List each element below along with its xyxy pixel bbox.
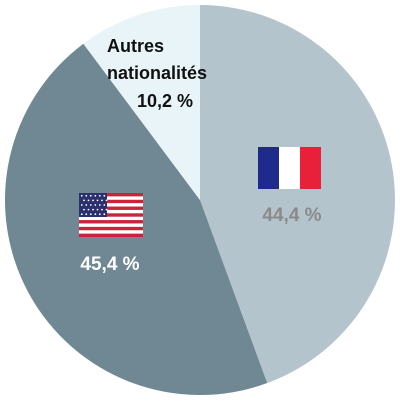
pie-slice-other [83, 5, 200, 200]
slice-name-other-line1: Autres [107, 36, 164, 56]
slice-value-usa: 45,4 % [80, 254, 139, 275]
france-flag-icon [258, 147, 321, 189]
pie-slice-france [200, 5, 395, 384]
slice-value-france: 44,4 % [262, 205, 321, 226]
slice-value-other: 10,2 % [137, 91, 193, 111]
usa-flag-icon [79, 193, 143, 237]
slice-name-other-line2: nationalités [107, 63, 207, 83]
